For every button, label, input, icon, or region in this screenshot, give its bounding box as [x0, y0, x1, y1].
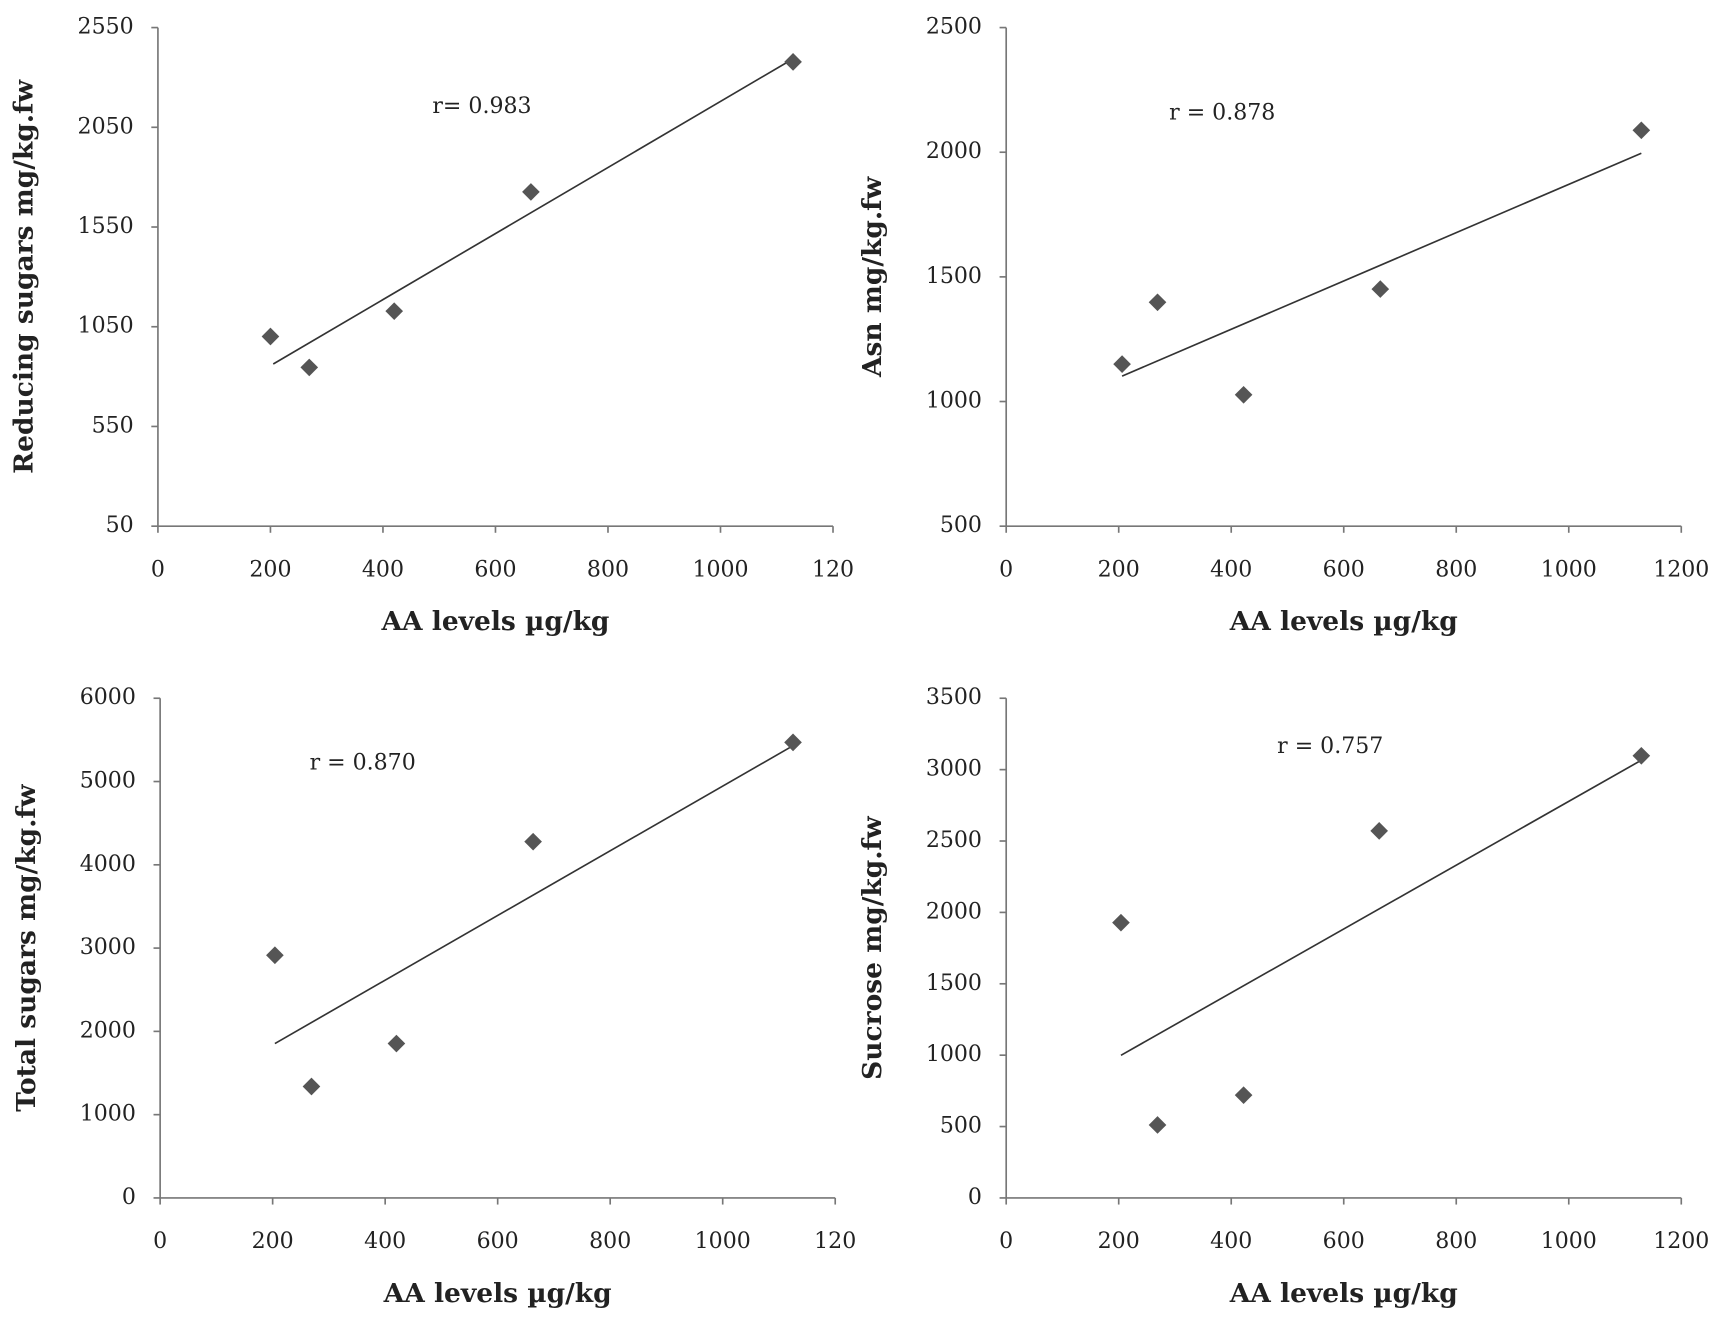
marker	[784, 53, 802, 71]
y-tick-label: 550	[92, 413, 134, 438]
x-tick-label: 600	[477, 1229, 519, 1254]
marker	[1234, 385, 1253, 404]
marker	[1148, 1116, 1167, 1134]
annotation: r= 0.983	[432, 94, 531, 119]
marker	[1370, 822, 1389, 840]
x-axis-label: AA levels µg/kg	[380, 606, 609, 637]
y-tick-label: 2500	[926, 828, 982, 853]
x-axis-label: AA levels µg/kg	[1229, 1278, 1458, 1309]
marker	[1234, 1086, 1253, 1104]
annotation: r = 0.878	[1169, 101, 1275, 126]
marker	[1371, 280, 1390, 298]
y-axis-label: Asn mg/kg.fw	[857, 176, 888, 379]
x-tick-label: 1000	[1541, 557, 1597, 582]
y-tick-label: 2050	[78, 114, 134, 139]
x-tick-label: 1000	[695, 1229, 751, 1254]
y-tick-label: 1000	[926, 1042, 982, 1067]
y-tick-label: 2000	[80, 1018, 136, 1043]
y-tick-label: 6000	[80, 685, 136, 710]
marker	[1112, 913, 1130, 932]
marker	[1632, 746, 1651, 765]
annotation: r = 0.757	[1277, 734, 1383, 759]
x-tick-label: 400	[364, 1229, 406, 1254]
trendline	[1120, 759, 1642, 1057]
y-tick-label: 3000	[926, 757, 982, 782]
marker	[266, 946, 284, 965]
x-tick-label: 0	[999, 1229, 1013, 1254]
x-tick-label: 200	[1098, 1229, 1140, 1254]
trendline	[274, 745, 794, 1045]
y-tick-label: 3000	[80, 935, 136, 960]
x-tick-label: 800	[589, 1229, 631, 1254]
y-tick-label: 2500	[926, 15, 982, 40]
marker	[522, 183, 540, 201]
y-tick-label: 0	[968, 1185, 982, 1210]
x-tick-label: 0	[153, 1229, 167, 1254]
x-tick-label: 0	[999, 557, 1013, 582]
marker	[524, 832, 542, 851]
x-tick-label: 1000	[1541, 1229, 1597, 1254]
x-tick-label: 1200	[1653, 1229, 1709, 1254]
x-tick-label: 400	[1210, 557, 1252, 582]
y-axis-label: Total sugars mg/kg.fw	[11, 783, 42, 1111]
y-axis-label: Reducing sugars mg/kg.fw	[9, 79, 40, 474]
marker	[1148, 293, 1167, 312]
x-tick-label: 200	[249, 557, 291, 582]
x-tick-label: 200	[1098, 557, 1140, 582]
y-axis-label: Sucrose mg/kg.fw	[857, 815, 888, 1080]
marker	[302, 1077, 321, 1096]
x-tick-label: 400	[1210, 1229, 1252, 1254]
x-tick-label: 800	[587, 557, 629, 582]
y-tick-label: 2000	[926, 139, 982, 164]
y-tick-label: 2000	[926, 899, 982, 924]
x-tick-label: 400	[362, 557, 404, 582]
x-tick-label: 800	[1435, 557, 1477, 582]
y-tick-label: 2550	[78, 15, 134, 40]
y-tick-label: 500	[940, 1114, 982, 1139]
x-tick-label: 600	[474, 557, 516, 582]
y-tick-label: 4000	[80, 852, 136, 877]
x-tick-label: 1200	[1653, 557, 1709, 582]
annotation: r = 0.870	[310, 750, 416, 775]
x-tick-label: 200	[252, 1229, 294, 1254]
y-tick-label: 1000	[80, 1102, 136, 1127]
marker	[261, 327, 280, 346]
y-tick-label: 5000	[80, 769, 136, 794]
marker	[784, 733, 802, 752]
marker	[1632, 121, 1651, 140]
y-tick-label: 1500	[926, 971, 982, 996]
trendline	[1121, 152, 1642, 377]
y-tick-label: 50	[106, 513, 134, 538]
x-tick-label: 600	[1323, 557, 1365, 582]
x-tick-label: 800	[1435, 1229, 1477, 1254]
x-tick-label: 0	[151, 557, 165, 582]
y-tick-label: 1500	[926, 264, 982, 289]
x-tick-label: 120	[812, 557, 854, 582]
x-axis-label: AA levels µg/kg	[383, 1278, 612, 1309]
trendline	[272, 57, 795, 365]
marker	[300, 358, 319, 377]
y-tick-label: 500	[940, 513, 982, 538]
y-tick-label: 3500	[926, 685, 982, 710]
x-axis-label: AA levels µg/kg	[1229, 606, 1458, 637]
y-tick-label: 1550	[78, 214, 134, 239]
marker	[387, 1034, 406, 1053]
x-tick-label: 120	[814, 1229, 856, 1254]
y-tick-label: 1000	[926, 389, 982, 414]
marker	[385, 302, 404, 320]
x-tick-label: 600	[1323, 1229, 1365, 1254]
y-tick-label: 0	[122, 1185, 136, 1210]
x-tick-label: 1000	[692, 557, 748, 582]
marker	[1113, 355, 1131, 373]
y-tick-label: 1050	[78, 314, 134, 339]
